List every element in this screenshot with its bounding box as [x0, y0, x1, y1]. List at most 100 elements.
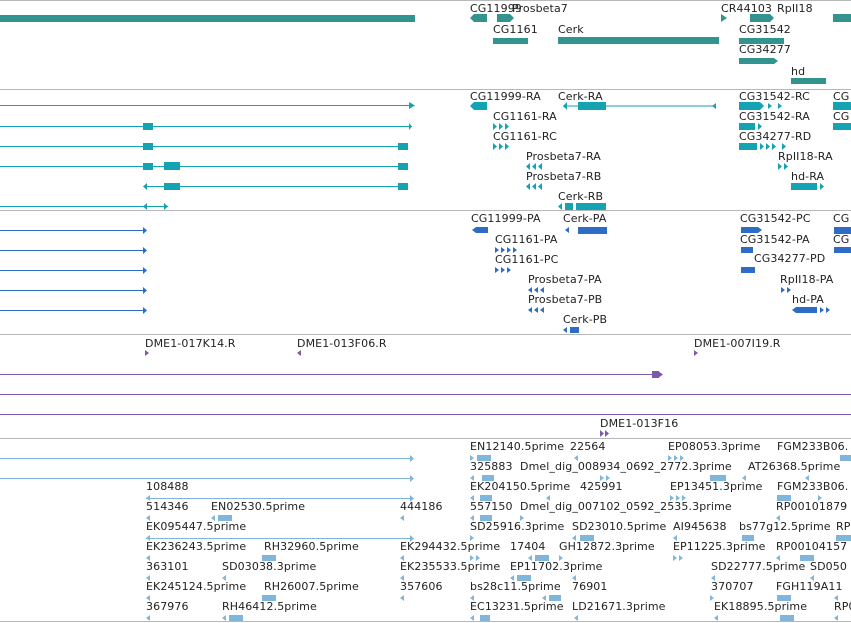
transcript-label: CG1161-RC	[493, 130, 557, 143]
est-label: 108488	[146, 480, 189, 493]
est-label: EK235533.5prime	[400, 560, 501, 573]
est-label: 557150	[470, 500, 513, 513]
protein-label: CG1161-PC	[495, 253, 559, 266]
gene-label: hd	[791, 65, 806, 78]
est-label: EK294432.5prime	[400, 540, 501, 553]
est-label: EP08053.3prime	[668, 440, 761, 453]
protein-label: Cerk-PA	[563, 212, 607, 225]
est-label: Dmel_dig_007102_0592_2535.3prime	[520, 500, 732, 513]
protein-label: CG31542-PA	[740, 233, 810, 246]
est-label: RP00101879	[776, 500, 848, 513]
transcript-label: hd-RA	[791, 170, 825, 183]
transcript-label: CG1161-RA	[493, 110, 557, 123]
transcript-label: Prosbeta7-RA	[526, 150, 601, 163]
gene-feature-large[interactable]	[0, 15, 415, 22]
transcript-label: CG31542-RC	[739, 90, 810, 103]
clone-label: DME1-013F16	[600, 417, 679, 430]
track-divider-ests	[0, 438, 851, 439]
est-label: LD21671.3prime	[572, 600, 666, 613]
gene-feature-cg11999[interactable]	[470, 14, 487, 22]
est-label: Dmel_dig_008934_0692_2772.3prime	[520, 460, 732, 473]
est-label: EK236243.5prime	[146, 540, 247, 553]
track-divider-transcripts	[0, 89, 851, 90]
est-label: SD25916.3prime	[470, 520, 565, 533]
protein-label: hd-PA	[792, 293, 824, 306]
est-label: RP00104157	[776, 540, 848, 553]
protein-label: CG	[833, 233, 850, 246]
transcript-label: RpII18-RA	[778, 150, 833, 163]
protein-label: CG1161-PA	[495, 233, 558, 246]
est-label: RP0	[834, 600, 851, 613]
est-label: SD22777.5prime	[711, 560, 806, 573]
est-label: EK095447.5prime	[146, 520, 247, 533]
protein-label: RpII18-PA	[780, 273, 834, 286]
est-label: 76901	[572, 580, 608, 593]
gene-feature-cg34277[interactable]	[739, 58, 778, 64]
gene-feature-right-edge[interactable]	[833, 14, 851, 22]
est-label: EP11225.3prime	[673, 540, 766, 553]
est-label: 425991	[580, 480, 623, 493]
est-label: FGM233B06.	[777, 440, 849, 453]
est-label: RH32960.5prime	[264, 540, 359, 553]
clone-label: DME1-017K14.R	[145, 337, 236, 350]
gene-feature-cg31542[interactable]	[739, 38, 784, 44]
est-label: EN12140.5prime	[470, 440, 565, 453]
clone-label: DME1-013F06.R	[297, 337, 387, 350]
transcript-label: CG	[833, 90, 850, 103]
gene-label: RpII18	[777, 2, 813, 15]
clone-label: DME1-007I19.R	[694, 337, 781, 350]
gene-feature-hd[interactable]	[791, 78, 826, 84]
gene-feature-rpii18[interactable]	[750, 14, 774, 22]
est-label: 367976	[146, 600, 189, 613]
transcript-label: Cerk-RA	[558, 90, 603, 103]
est-label: EK204150.5prime	[470, 480, 571, 493]
protein-label: Cerk-PB	[563, 313, 608, 326]
gene-label: CG1161	[493, 23, 538, 36]
gene-feature-cr44103[interactable]	[721, 14, 727, 22]
est-label: 370707	[711, 580, 754, 593]
est-label: 325883	[470, 460, 513, 473]
est-label: FGM233B06.	[777, 480, 849, 493]
gene-label: CG11999	[470, 2, 522, 15]
gene-feature-cerk[interactable]	[558, 37, 719, 44]
protein-label: Prosbeta7-PB	[528, 293, 603, 306]
gene-feature-prosbeta7[interactable]	[497, 14, 514, 22]
est-label: FGH119A11	[776, 580, 843, 593]
est-label: AI945638	[673, 520, 727, 533]
est-label: bs77g12.5prime	[739, 520, 831, 533]
protein-label: CG34277-PD	[754, 252, 826, 265]
gene-label: CR44103	[721, 2, 773, 15]
est-label: GH12872.3prime	[559, 540, 655, 553]
est-label: RH46412.5prime	[222, 600, 317, 613]
est-label: SD050	[810, 560, 847, 573]
transcript-label: CG	[833, 110, 850, 123]
track-divider-proteins	[0, 210, 851, 211]
transcript-label: Cerk-RB	[558, 190, 604, 203]
track-divider-bottom	[0, 621, 851, 622]
est-label: EK245124.5prime	[146, 580, 247, 593]
transcript-label: CG31542-RA	[739, 110, 810, 123]
est-label: EK18895.5prime	[714, 600, 808, 613]
est-label: 357606	[400, 580, 443, 593]
est-label: SD23010.5prime	[572, 520, 667, 533]
gene-label: Cerk	[558, 23, 584, 36]
gene-label: CG34277	[739, 43, 791, 56]
transcript-label: CG11999-RA	[470, 90, 541, 103]
est-label: RP	[836, 520, 851, 533]
transcript-label: Prosbeta7-RB	[526, 170, 602, 183]
protein-label: CG31542-PC	[740, 212, 811, 225]
est-label: 514346	[146, 500, 189, 513]
est-label: 363101	[146, 560, 189, 573]
est-label: EP11702.3prime	[510, 560, 603, 573]
protein-label: CG11999-PA	[471, 212, 541, 225]
gene-feature-cg1161[interactable]	[493, 38, 528, 44]
protein-label: Prosbeta7-PA	[528, 273, 602, 286]
protein-label: CG	[833, 212, 850, 225]
gene-label: CG31542	[739, 23, 791, 36]
